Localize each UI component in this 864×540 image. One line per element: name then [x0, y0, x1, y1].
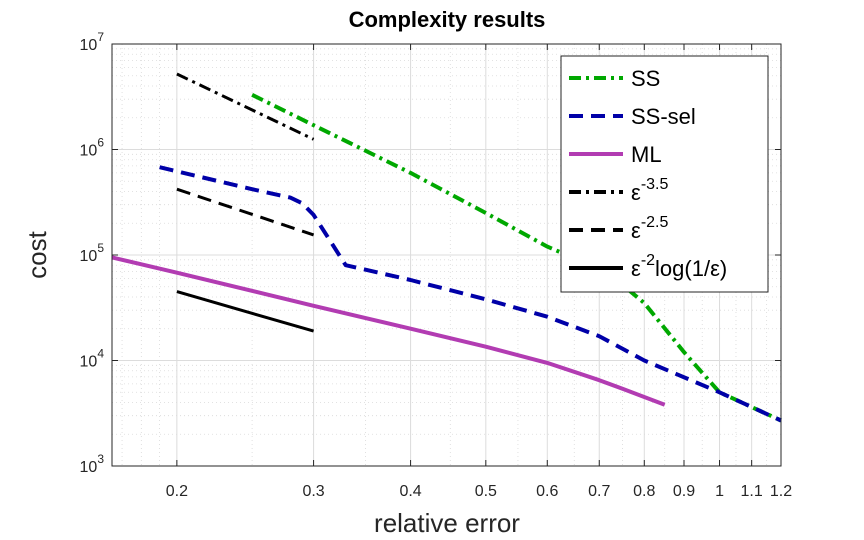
x-tick-label: 0.7: [588, 483, 610, 500]
x-axis-label: relative error: [374, 508, 520, 538]
y-tick-base: 10: [80, 143, 98, 160]
y-tick-label: 104: [80, 347, 105, 371]
x-tick-label: 0.3: [302, 483, 324, 500]
x-tick-label: 1.1: [741, 483, 763, 500]
series-line-ss-sel: [159, 165, 782, 423]
y-tick-label: 106: [80, 136, 105, 160]
x-axis-ticks: 0.2 0.3 0.4 0.5 0.6 0.7 0.8 0.9 1 1.1 1.2: [166, 44, 792, 500]
x-tick-label: 0.6: [536, 483, 558, 500]
y-tick-label: 105: [80, 241, 105, 265]
x-tick-label: 0.4: [399, 483, 421, 500]
legend-label: ε-2log(1/ε): [631, 252, 727, 281]
legend-label: ML: [631, 142, 662, 167]
y-tick-label: 107: [80, 30, 105, 54]
legend-label: ε-3.5: [631, 176, 668, 205]
y-tick-base: 10: [80, 248, 98, 265]
legend-label: SS-sel: [631, 104, 696, 129]
legend-label: SS: [631, 66, 660, 91]
y-tick-base: 10: [80, 354, 98, 371]
x-tick-label: 1: [715, 483, 724, 500]
reference-line-1: [176, 72, 315, 141]
series-line-ml: [111, 255, 666, 407]
x-tick-label: 0.5: [475, 483, 497, 500]
y-tick-exponent: 5: [97, 241, 104, 255]
legend-label: ε-2.5: [631, 214, 668, 243]
y-tick-exponent: 6: [97, 136, 104, 150]
y-tick-label: 103: [80, 452, 105, 476]
chart-title: Complexity results: [349, 7, 546, 32]
y-tick-exponent: 7: [97, 30, 104, 44]
x-tick-label: 0.9: [673, 483, 695, 500]
x-tick-label: 1.2: [770, 483, 792, 500]
y-tick-exponent: 4: [97, 347, 104, 361]
series-layer: [111, 72, 782, 423]
y-tick-base: 10: [80, 37, 98, 54]
reference-line-2: [176, 187, 315, 237]
y-tick-exponent: 3: [97, 452, 104, 466]
x-tick-label: 0.2: [166, 483, 188, 500]
reference-line-3: [176, 290, 315, 333]
y-tick-base: 10: [80, 459, 98, 476]
y-axis-label: cost: [22, 230, 52, 278]
x-tick-label: 0.8: [633, 483, 655, 500]
legend-box: [560, 55, 769, 293]
legend: SS SS-sel ML ε-3.5 ε-2.5 ε-2log(1/ε): [560, 55, 769, 293]
